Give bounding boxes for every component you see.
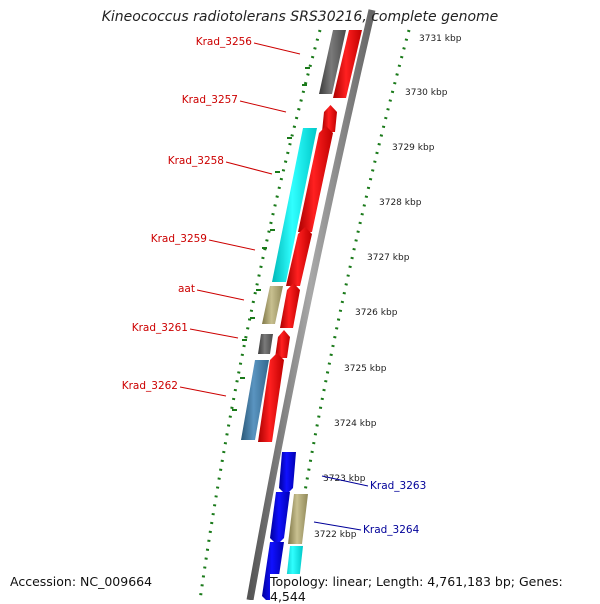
gene-label-krad-3262[interactable]: Krad_3262 — [122, 380, 178, 392]
gene-arrow-krad-3261[interactable] — [275, 330, 290, 358]
leader-line — [208, 239, 256, 251]
gene-label-aat[interactable]: aat — [178, 283, 195, 295]
leader-line — [196, 289, 245, 301]
gene-label-krad-3259[interactable]: Krad_3259 — [151, 233, 207, 245]
gene-label-krad-3257[interactable]: Krad_3257 — [182, 94, 238, 106]
gene-features — [241, 30, 362, 600]
gene-label-krad-3256[interactable]: Krad_3256 — [196, 36, 253, 48]
gene-arrow-aat[interactable] — [280, 283, 300, 328]
scale-label: 3727 kbp — [367, 253, 410, 263]
gene-arrow-lower[interactable] — [262, 542, 284, 600]
leader-line — [313, 521, 362, 531]
scale-label: 3723 kbp — [323, 474, 366, 484]
gene-arrow-krad-3258[interactable] — [298, 126, 333, 232]
gene-block-krad-3262-steel[interactable] — [241, 360, 269, 440]
scale-label: 3722 kbp — [314, 530, 357, 540]
leader-line — [321, 475, 369, 487]
gene-arrow-krad-3264[interactable] — [270, 492, 290, 545]
gene-label-krad-3258[interactable]: Krad_3258 — [168, 155, 224, 167]
scale-label: 3728 kbp — [379, 198, 422, 208]
scale-label: 3725 kbp — [344, 364, 387, 374]
leader-line — [179, 386, 227, 397]
gene-block-krad-3256-gray[interactable] — [319, 30, 346, 94]
gene-label-krad-3264[interactable]: Krad_3264 — [363, 524, 420, 536]
gene-arrow-krad-3263[interactable] — [279, 452, 296, 495]
map-title: Kineococcus radiotolerans SRS30216, comp… — [101, 9, 499, 25]
leader-line — [239, 100, 287, 113]
gene-arrow-krad-3259[interactable] — [286, 227, 312, 286]
scale-label: 3726 kbp — [355, 308, 398, 318]
gene-arrow-krad-3256[interactable] — [333, 30, 362, 98]
scale-label: 3724 kbp — [334, 419, 377, 429]
scale-label: 3730 kbp — [405, 88, 448, 98]
gene-arrow-krad-3257[interactable] — [322, 105, 337, 132]
accession-text: Accession: NC_009664 — [10, 574, 153, 589]
scale-label: 3731 kbp — [419, 34, 462, 44]
topology-text: Topology: linear; Length: 4,761,183 bp; … — [270, 574, 600, 604]
leader-line — [189, 328, 239, 339]
genome-backbone — [246, 9, 376, 600]
leader-line — [253, 42, 301, 55]
gene-block-krad-3261-gray[interactable] — [258, 334, 273, 354]
gene-label-krad-3263[interactable]: Krad_3263 — [370, 480, 426, 492]
gene-block-aat-khaki[interactable] — [262, 286, 283, 324]
gene-block-khaki-lower[interactable] — [288, 494, 308, 544]
gene-arrow-krad-3262[interactable] — [258, 353, 284, 442]
leader-line — [225, 161, 273, 175]
gene-label-krad-3261[interactable]: Krad_3261 — [132, 322, 188, 334]
gene-block-krad-3258-cyan[interactable] — [272, 128, 317, 282]
scale-label: 3729 kbp — [392, 143, 435, 153]
